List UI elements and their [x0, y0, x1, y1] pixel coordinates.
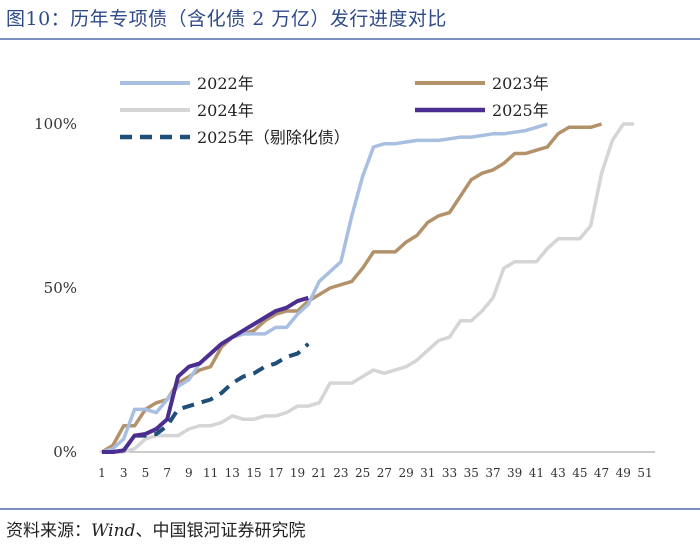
legend-item-2025-ex-debt: 2025年（剔除化债）	[120, 128, 350, 147]
y-axis-ticks: 0% 50% 100%	[34, 115, 77, 461]
chart-title: 图10：历年专项债（含化债 2 万亿）发行进度对比	[6, 8, 447, 30]
legend-item-2022: 2022年	[120, 74, 254, 93]
series-line-2025	[102, 295, 309, 454]
legend-item-2023: 2023年	[415, 74, 549, 93]
x-tick-label: 13	[225, 466, 240, 480]
legend: 2022年 2023年 2024年 2025年 2025年（剔除化债）	[120, 74, 549, 147]
legend-item-2025: 2025年	[415, 101, 549, 120]
x-tick-label: 39	[507, 466, 522, 480]
x-tick-label: 9	[185, 466, 193, 480]
series-line-2023	[101, 122, 603, 454]
source-rest: 、中国银河证券研究院	[135, 521, 306, 541]
source-note: 资料来源：Wind、中国银河证券研究院	[6, 516, 305, 541]
x-tick-label: 51	[637, 466, 652, 480]
x-axis-ticks: 1 3 5 7 9 11 13 15 17 19 21 23 25 27 29 31 33 35 37 39 41 43 4…	[98, 466, 652, 480]
source-label: 资料来源：	[6, 521, 91, 541]
x-tick-label: 17	[268, 466, 283, 480]
legend-label-2023: 2023年	[492, 74, 549, 93]
x-tick-label: 45	[572, 466, 587, 480]
x-tick-label: 5	[142, 466, 150, 480]
x-tick-label: 7	[163, 466, 171, 480]
legend-label-2025: 2025年	[492, 101, 549, 120]
x-tick-label: 31	[420, 466, 435, 480]
y-tick-label: 100%	[34, 115, 77, 133]
legend-label-2025-ex-debt: 2025年（剔除化债）	[197, 128, 350, 147]
footer-divider	[0, 508, 700, 510]
y-tick-label: 50%	[44, 279, 77, 297]
x-tick-label: 35	[464, 466, 479, 480]
y-tick-label: 0%	[53, 443, 77, 461]
legend-label-2024: 2024年	[197, 101, 254, 120]
title-divider	[0, 38, 700, 40]
x-tick-label: 19	[290, 466, 305, 480]
x-tick-label: 15	[246, 466, 261, 480]
x-tick-label: 23	[333, 466, 348, 480]
series-lines	[101, 122, 635, 454]
x-tick-label: 43	[550, 466, 565, 480]
x-tick-label: 47	[594, 466, 609, 480]
series-line-2024	[102, 122, 635, 454]
x-tick-label: 41	[529, 466, 544, 480]
legend-item-2024: 2024年	[120, 101, 254, 120]
x-tick-label: 49	[616, 466, 631, 480]
source-en: Wind	[91, 521, 136, 541]
x-tick-label: 3	[120, 466, 128, 480]
x-tick-label: 1	[98, 466, 106, 480]
x-tick-label: 11	[203, 466, 218, 480]
legend-label-2022: 2022年	[197, 74, 254, 93]
x-tick-label: 25	[355, 466, 370, 480]
x-tick-label: 27	[377, 466, 392, 480]
x-tick-label: 21	[312, 466, 327, 480]
x-tick-label: 29	[398, 466, 413, 480]
x-tick-label: 37	[485, 466, 500, 480]
x-tick-label: 33	[442, 466, 457, 480]
